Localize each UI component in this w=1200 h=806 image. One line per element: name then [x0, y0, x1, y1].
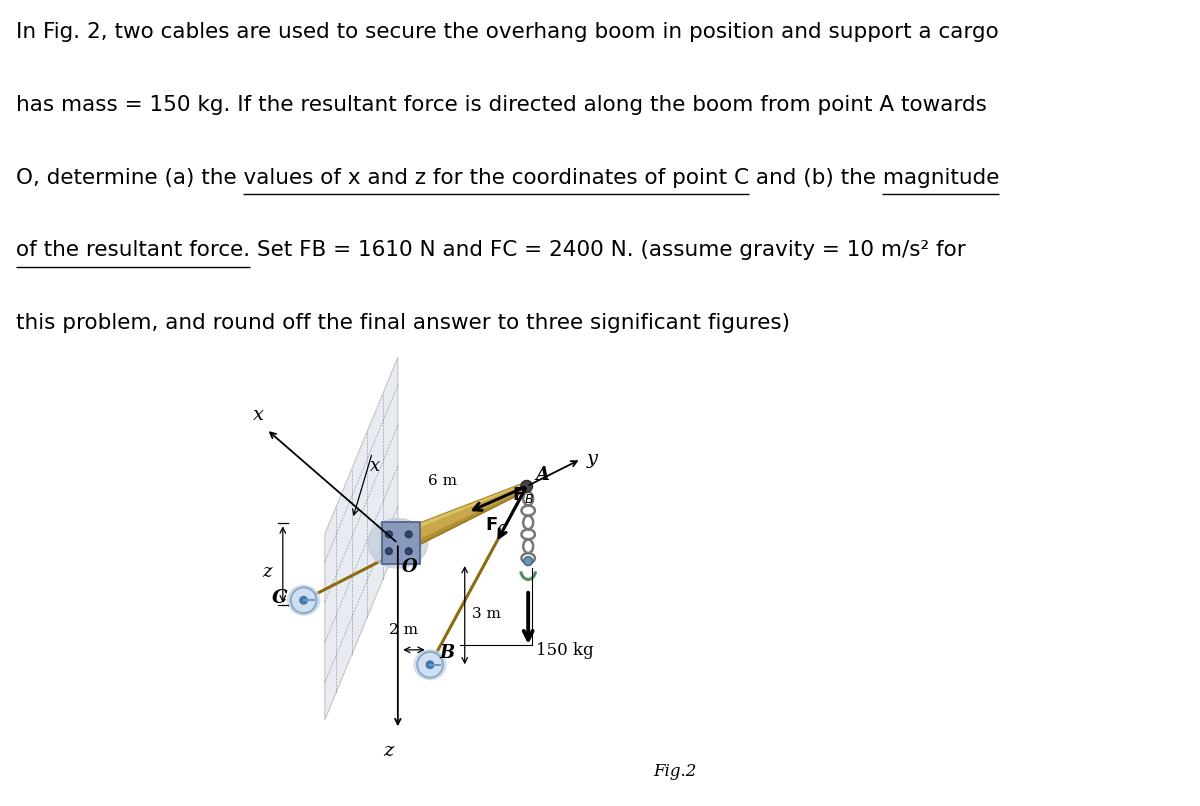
Text: B: B	[439, 644, 455, 663]
FancyBboxPatch shape	[383, 522, 420, 564]
Text: O, determine (a) the values of x and z for the coordinates of point C and (b) th: O, determine (a) the values of x and z f…	[16, 168, 998, 188]
Circle shape	[426, 660, 434, 669]
Polygon shape	[394, 483, 528, 553]
Text: of the resultant force. Set FB = 1610 N and FC = 2400 N. (assume gravity = 10 m/: of the resultant force. Set FB = 1610 N …	[16, 240, 965, 260]
Text: x: x	[253, 406, 264, 424]
Text: A: A	[535, 466, 550, 484]
Text: C: C	[272, 589, 288, 607]
Text: z: z	[384, 742, 394, 759]
Circle shape	[418, 652, 443, 678]
Circle shape	[385, 548, 392, 555]
Circle shape	[299, 596, 308, 604]
Text: O: O	[402, 558, 418, 576]
Text: has mass = 150 kg. If the resultant force is directed along the boom from point : has mass = 150 kg. If the resultant forc…	[16, 94, 986, 114]
Text: 3 m: 3 m	[472, 607, 502, 621]
Polygon shape	[394, 483, 526, 538]
Text: 6 m: 6 m	[428, 473, 457, 488]
Text: 2 m: 2 m	[389, 624, 418, 638]
Circle shape	[523, 557, 533, 566]
Text: $\mathbf{F}_C$: $\mathbf{F}_C$	[485, 514, 508, 534]
Text: this problem, and round off the final answer to three significant figures): this problem, and round off the final an…	[16, 314, 790, 334]
Text: In Fig. 2, two cables are used to secure the overhang boom in position and suppo: In Fig. 2, two cables are used to secure…	[16, 22, 998, 42]
Circle shape	[406, 531, 412, 538]
Ellipse shape	[414, 650, 446, 679]
Polygon shape	[400, 488, 528, 553]
Circle shape	[385, 531, 392, 538]
Text: x: x	[370, 457, 380, 475]
Text: $\mathbf{F}_B$: $\mathbf{F}_B$	[512, 485, 535, 505]
Text: 150 kg: 150 kg	[535, 642, 593, 659]
Ellipse shape	[288, 585, 319, 615]
Ellipse shape	[368, 518, 427, 568]
Text: z: z	[263, 563, 272, 581]
Text: y: y	[587, 450, 598, 468]
Circle shape	[521, 480, 533, 492]
Text: Fig.2: Fig.2	[654, 762, 697, 779]
Circle shape	[406, 548, 412, 555]
Polygon shape	[325, 357, 398, 720]
Circle shape	[290, 588, 317, 613]
